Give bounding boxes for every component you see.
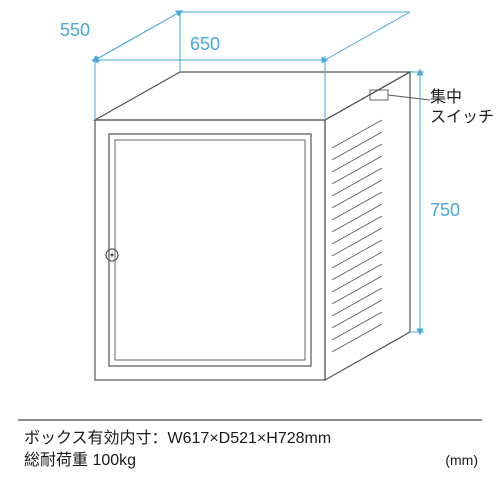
caption-line1-prefix: ボックス有効内寸： (24, 430, 168, 447)
callout-line2: スイッチ (430, 109, 494, 126)
caption-line1-dims: W617×D521×H728mm (168, 430, 332, 447)
callout-switch: 集中 スイッチ (430, 88, 494, 128)
dimension-drawing (0, 0, 500, 500)
dim-width-label: 650 (190, 34, 220, 55)
caption: ボックス有効内寸：W617×D521×H728mm 総耐荷重 100kg (24, 428, 331, 473)
dim-height-label: 750 (430, 200, 460, 221)
caption-line2-prefix: 総耐荷重 (24, 452, 92, 469)
callout-line1: 集中 (430, 89, 462, 106)
unit-label: (mm) (445, 452, 478, 468)
dim-depth-label: 550 (60, 20, 90, 41)
caption-line2-value: 100kg (92, 452, 136, 469)
